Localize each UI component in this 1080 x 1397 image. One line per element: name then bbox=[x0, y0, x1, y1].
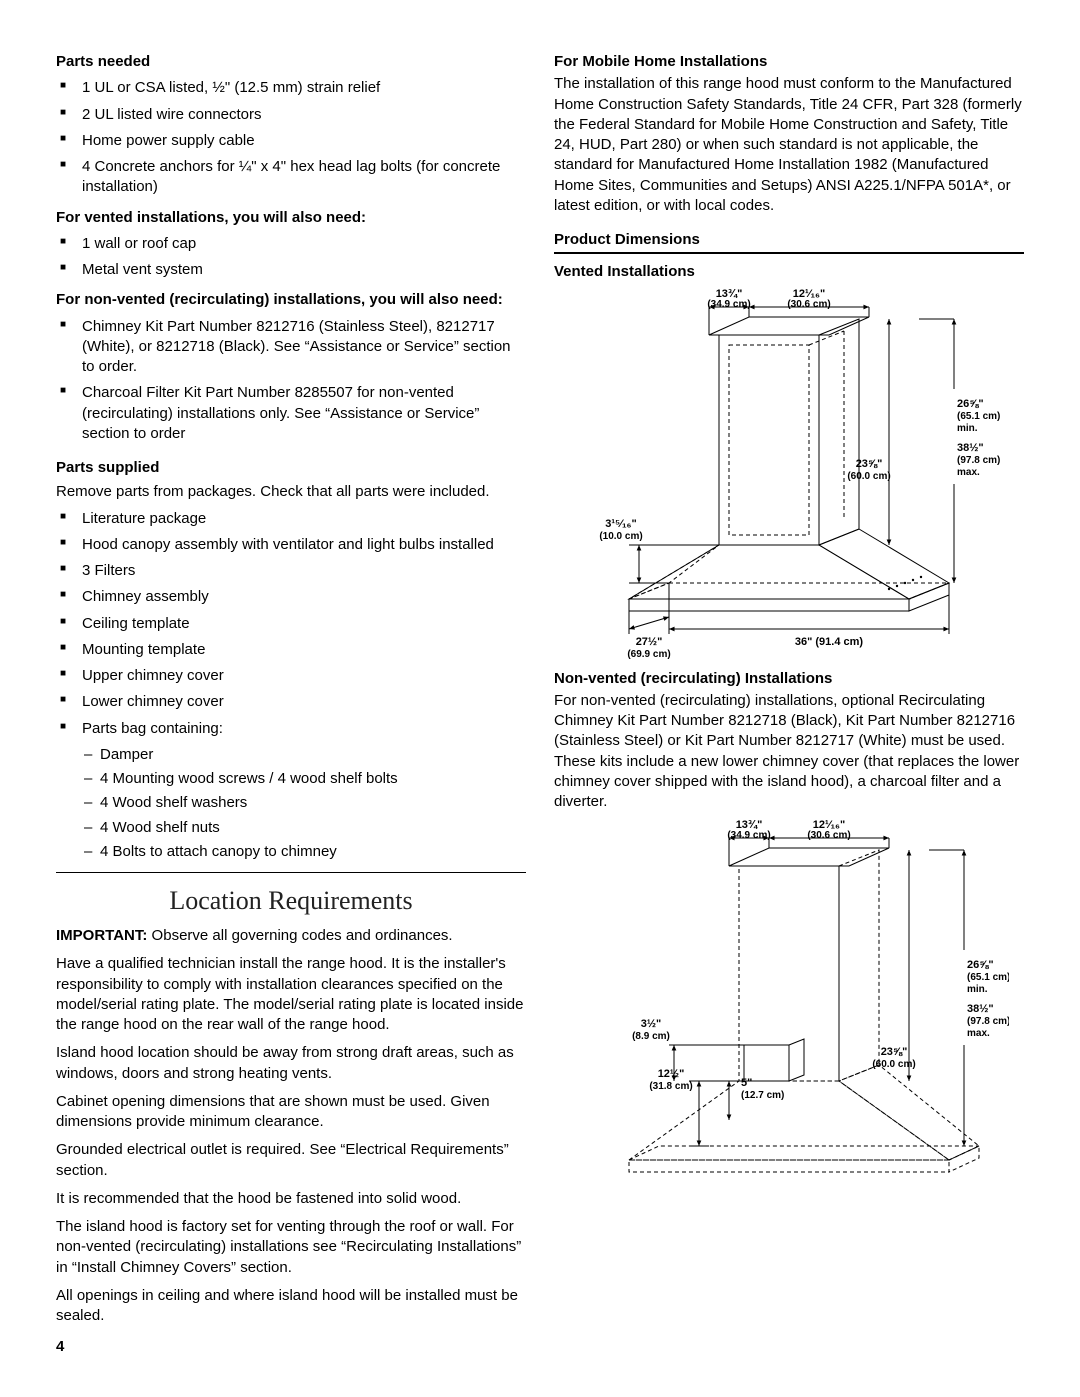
svg-text:3½": 3½" bbox=[641, 1018, 662, 1030]
svg-text:26⅝": 26⅝" bbox=[957, 398, 984, 410]
list-item: Lower chimney cover bbox=[56, 692, 526, 712]
parts-needed-list: 1 UL or CSA listed, ½" (12.5 mm) strain … bbox=[56, 78, 526, 197]
left-column: Parts needed 1 UL or CSA listed, ½" (12.… bbox=[56, 52, 526, 1334]
svg-text:(60.0 cm): (60.0 cm) bbox=[872, 1059, 915, 1070]
svg-text:(60.0 cm): (60.0 cm) bbox=[847, 471, 890, 482]
list-item: 4 Concrete anchors for ¼" x 4" hex head … bbox=[56, 157, 526, 198]
location-paragraph: Have a qualified technician install the … bbox=[56, 954, 526, 1035]
svg-text:23⅝": 23⅝" bbox=[881, 1046, 908, 1058]
mobile-home-heading: For Mobile Home Installations bbox=[554, 52, 1024, 72]
svg-text:(34.9 cm): (34.9 cm) bbox=[727, 830, 770, 841]
divider bbox=[56, 872, 526, 873]
svg-text:(30.6 cm): (30.6 cm) bbox=[807, 830, 850, 841]
svg-text:(30.6 cm): (30.6 cm) bbox=[787, 299, 830, 310]
list-item: Charcoal Filter Kit Part Number 8285507 … bbox=[56, 383, 526, 444]
supplied-list: Literature package Hood canopy assembly w… bbox=[56, 509, 526, 739]
location-paragraph: Grounded electrical outlet is required. … bbox=[56, 1140, 526, 1181]
list-item: Chimney Kit Part Number 8212716 (Stainle… bbox=[56, 317, 526, 378]
svg-text:max.: max. bbox=[967, 1028, 990, 1039]
svg-text:27½": 27½" bbox=[636, 636, 663, 648]
parts-supplied-heading: Parts supplied bbox=[56, 458, 526, 478]
svg-text:(31.8 cm): (31.8 cm) bbox=[649, 1081, 692, 1092]
location-paragraphs: Have a qualified technician install the … bbox=[56, 954, 526, 1326]
svg-text:26⅝": 26⅝" bbox=[967, 959, 994, 971]
list-item: Ceiling template bbox=[56, 614, 526, 634]
svg-text:5": 5" bbox=[741, 1077, 752, 1089]
location-paragraph: Cabinet opening dimensions that are show… bbox=[56, 1092, 526, 1133]
list-item: Parts bag containing: bbox=[56, 719, 526, 739]
svg-text:(34.9 cm): (34.9 cm) bbox=[707, 299, 750, 310]
list-item: Chimney assembly bbox=[56, 587, 526, 607]
svg-text:3¹⁵⁄₁₆": 3¹⁵⁄₁₆" bbox=[605, 518, 637, 530]
page-number: 4 bbox=[56, 1337, 64, 1357]
important-text: Observe all governing codes and ordinanc… bbox=[147, 927, 452, 944]
list-item: 1 wall or roof cap bbox=[56, 234, 526, 254]
location-paragraph: The island hood is factory set for venti… bbox=[56, 1217, 526, 1278]
list-item: Damper bbox=[56, 745, 526, 765]
nonvented-installations-heading: Non-vented (recirculating) Installations bbox=[554, 669, 1024, 689]
nonvented-list: Chimney Kit Part Number 8212716 (Stainle… bbox=[56, 317, 526, 445]
svg-text:min.: min. bbox=[967, 984, 988, 995]
svg-text:max.: max. bbox=[957, 467, 980, 478]
location-paragraph: Island hood location should be away from… bbox=[56, 1043, 526, 1084]
svg-text:38½": 38½" bbox=[957, 442, 984, 454]
list-item: 3 Filters bbox=[56, 561, 526, 581]
list-item: 4 Bolts to attach canopy to chimney bbox=[56, 842, 526, 862]
right-column: For Mobile Home Installations The instal… bbox=[554, 52, 1024, 1334]
svg-text:(8.9 cm): (8.9 cm) bbox=[632, 1031, 670, 1042]
vented-list: 1 wall or roof cap Metal vent system bbox=[56, 234, 526, 281]
svg-text:36" (91.4 cm): 36" (91.4 cm) bbox=[795, 636, 864, 648]
figure-nonvented: 13¾"(34.9 cm)12¹⁄₁₆"(30.6 cm)23⅝"(60.0 c… bbox=[554, 820, 1024, 1220]
list-item: 4 Mounting wood screws / 4 wood shelf bo… bbox=[56, 769, 526, 789]
location-paragraph: It is recommended that the hood be faste… bbox=[56, 1189, 526, 1209]
location-requirements-heading: Location Requirements bbox=[56, 883, 526, 918]
vented-installations-heading: Vented Installations bbox=[554, 262, 1024, 282]
list-item: 4 Wood shelf nuts bbox=[56, 818, 526, 838]
parts-needed-heading: Parts needed bbox=[56, 52, 526, 72]
product-dimensions-rule bbox=[554, 252, 1024, 254]
svg-text:(69.9 cm): (69.9 cm) bbox=[627, 649, 670, 659]
list-item: Literature package bbox=[56, 509, 526, 529]
list-item: 2 UL listed wire connectors bbox=[56, 105, 526, 125]
list-item: Hood canopy assembly with ventilator and… bbox=[56, 535, 526, 555]
product-dimensions-heading: Product Dimensions bbox=[554, 230, 1024, 250]
svg-text:(10.0 cm): (10.0 cm) bbox=[599, 531, 642, 542]
nonvented-installations-body: For non-vented (recirculating) installat… bbox=[554, 691, 1024, 813]
list-item: 1 UL or CSA listed, ½" (12.5 mm) strain … bbox=[56, 78, 526, 98]
mobile-home-body: The installation of this range hood must… bbox=[554, 74, 1024, 216]
svg-text:(97.8 cm): (97.8 cm) bbox=[957, 455, 1000, 466]
list-item: Mounting template bbox=[56, 640, 526, 660]
figure-vented: 13¾"(34.9 cm)12¹⁄₁₆"(30.6 cm)23⅝"(60.0 c… bbox=[554, 289, 1024, 659]
svg-text:(65.1 cm): (65.1 cm) bbox=[957, 411, 1000, 422]
svg-text:(97.8 cm): (97.8 cm) bbox=[967, 1016, 1009, 1027]
nonvented-subhead: For non-vented (recirculating) installat… bbox=[56, 290, 526, 310]
svg-text:(12.7 cm): (12.7 cm) bbox=[741, 1090, 784, 1101]
vented-subhead: For vented installations, you will also … bbox=[56, 208, 526, 228]
supplied-intro: Remove parts from packages. Check that a… bbox=[56, 482, 526, 502]
svg-text:(65.1 cm): (65.1 cm) bbox=[967, 972, 1009, 983]
list-item: Upper chimney cover bbox=[56, 666, 526, 686]
svg-text:23⅝": 23⅝" bbox=[856, 458, 883, 470]
svg-text:38½": 38½" bbox=[967, 1003, 994, 1015]
list-item: Home power supply cable bbox=[56, 131, 526, 151]
location-paragraph: All openings in ceiling and where island… bbox=[56, 1286, 526, 1327]
bag-list: Damper 4 Mounting wood screws / 4 wood sh… bbox=[56, 745, 526, 862]
svg-text:min.: min. bbox=[957, 423, 978, 434]
important-line: IMPORTANT: Observe all governing codes a… bbox=[56, 926, 526, 946]
list-item: Metal vent system bbox=[56, 260, 526, 280]
list-item: 4 Wood shelf washers bbox=[56, 793, 526, 813]
svg-text:12½": 12½" bbox=[658, 1068, 685, 1080]
important-label: IMPORTANT: bbox=[56, 927, 147, 944]
